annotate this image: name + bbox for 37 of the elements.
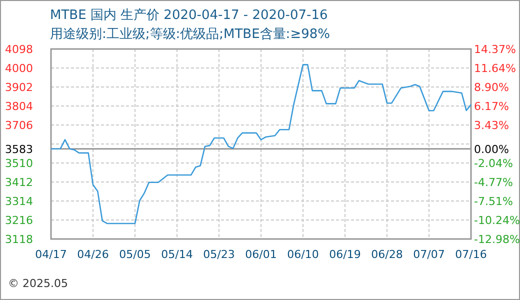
x-tick-label: 05/05	[119, 248, 151, 261]
y2-tick-label: 3.43%	[474, 119, 509, 132]
y-tick-label: 3216	[5, 214, 33, 227]
y2-tick-label: 6.17%	[474, 100, 509, 113]
y2-tick-label: 14.37%	[474, 43, 516, 56]
x-tick-label: 04/17	[35, 248, 67, 261]
y-tick-label: 3314	[5, 195, 33, 208]
x-tick-label: 06/01	[245, 248, 277, 261]
x-tick-label: 06/10	[287, 248, 319, 261]
chart-title: MTBE 国内 生产价 2020-04-17 - 2020-07-16	[50, 8, 328, 23]
y-tick-label: 3583	[5, 142, 33, 156]
line-series	[50, 64, 472, 224]
x-tick-label: 07/16	[455, 248, 487, 261]
x-tick-label: 05/23	[203, 248, 235, 261]
x-tick-label: 04/26	[77, 248, 109, 261]
y2-tick-label: 0.00%	[474, 142, 509, 156]
y-tick-label: 4098	[5, 43, 33, 56]
x-tick-label: 07/07	[413, 248, 445, 261]
chart-subtitle: 用途级别:工业级;等级:优级品;MTBE含量:≥98%	[50, 27, 330, 42]
y-tick-label: 4000	[5, 62, 33, 75]
y-tick-label: 3412	[5, 176, 33, 189]
x-tick-label: 06/28	[371, 248, 403, 261]
y2-tick-label: -12.98%	[474, 233, 520, 246]
y2-tick-label: -4.77%	[474, 176, 513, 189]
text: © 2025.05	[8, 277, 68, 290]
x-tick-label: 05/14	[161, 248, 193, 261]
y2-tick-label: -7.51%	[474, 195, 513, 208]
y2-tick-label: -10.24%	[474, 214, 520, 227]
y-tick-label: 3510	[5, 157, 33, 170]
y-tick-label: 3804	[5, 100, 33, 113]
y2-tick-label: -2.04%	[474, 157, 513, 170]
y-tick-label: 3902	[5, 81, 33, 94]
y2-tick-label: 11.64%	[474, 62, 516, 75]
x-tick-label: 06/19	[329, 248, 361, 261]
y-tick-label: 3118	[5, 233, 33, 246]
y-tick-label: 3706	[5, 119, 33, 132]
y2-tick-label: 8.90%	[474, 81, 509, 94]
